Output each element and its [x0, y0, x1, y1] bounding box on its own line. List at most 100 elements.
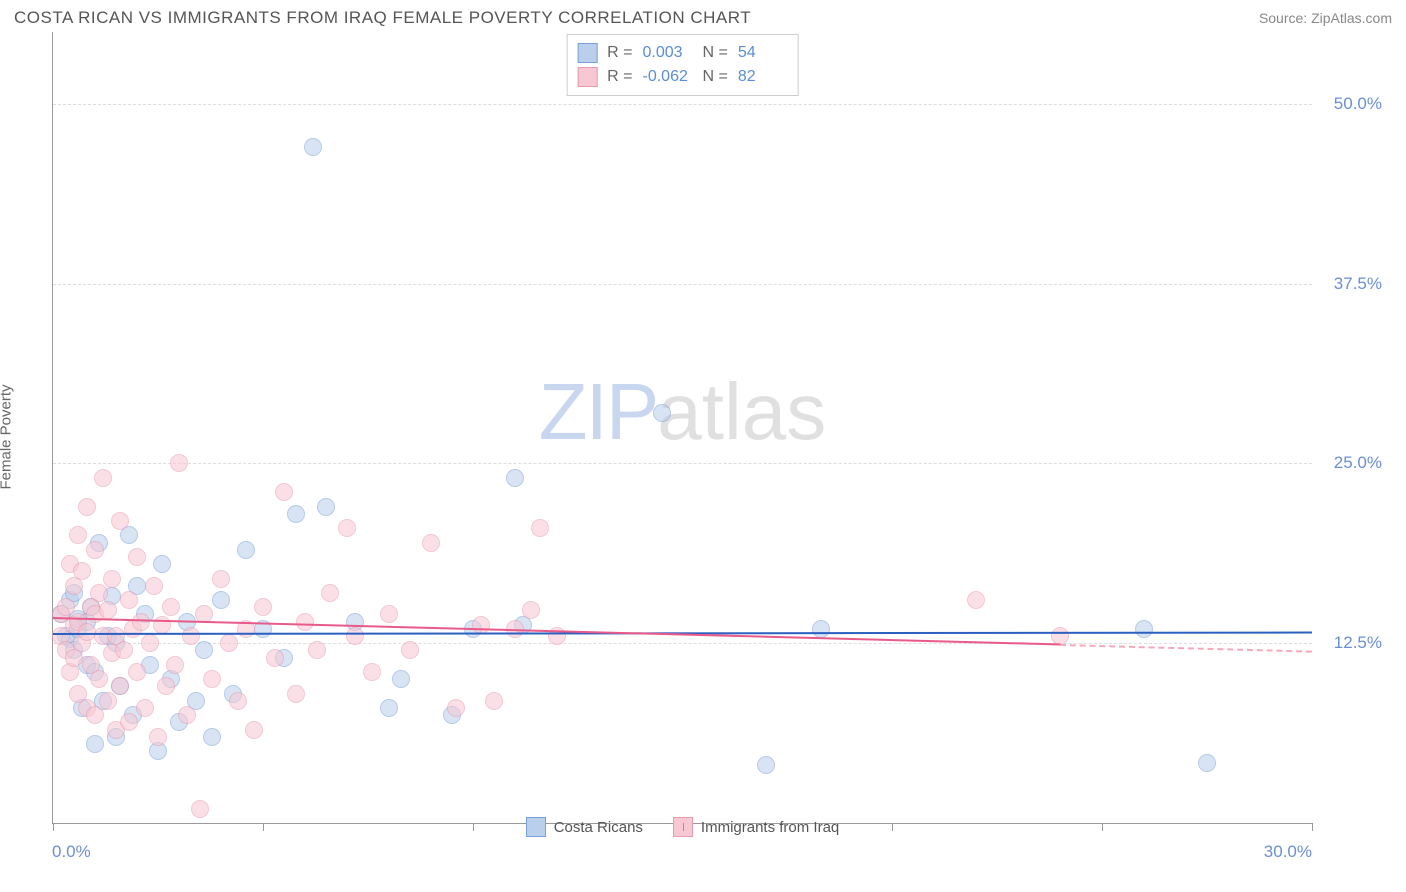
data-point-immigrants_iraq [69, 526, 87, 544]
x-tick [263, 823, 264, 831]
data-point-costa_ricans [392, 670, 410, 688]
data-point-immigrants_iraq [86, 706, 104, 724]
x-tick [473, 823, 474, 831]
source-label: Source: [1259, 10, 1311, 26]
x-tick [1102, 823, 1103, 831]
data-point-immigrants_iraq [166, 656, 184, 674]
x-tick [53, 823, 54, 831]
y-tick-label: 37.5% [1322, 274, 1382, 294]
y-tick-label: 50.0% [1322, 94, 1382, 114]
data-point-costa_ricans [212, 591, 230, 609]
data-point-costa_ricans [304, 138, 322, 156]
data-point-immigrants_iraq [120, 591, 138, 609]
n-value-costa-ricans: 54 [738, 41, 788, 65]
data-point-immigrants_iraq [178, 706, 196, 724]
data-point-immigrants_iraq [86, 541, 104, 559]
data-point-immigrants_iraq [346, 627, 364, 645]
source-value: ZipAtlas.com [1311, 10, 1392, 26]
data-point-immigrants_iraq [191, 800, 209, 818]
data-point-costa_ricans [153, 555, 171, 573]
gridline [53, 104, 1312, 105]
data-point-immigrants_iraq [522, 601, 540, 619]
data-point-immigrants_iraq [128, 663, 146, 681]
data-point-immigrants_iraq [111, 512, 129, 530]
legend-item-costa-ricans: Costa Ricans [526, 817, 643, 837]
legend-label-costa-ricans: Costa Ricans [554, 819, 643, 836]
x-tick [892, 823, 893, 831]
data-point-immigrants_iraq [229, 692, 247, 710]
data-point-costa_ricans [1135, 620, 1153, 638]
data-point-immigrants_iraq [338, 519, 356, 537]
data-point-immigrants_iraq [103, 570, 121, 588]
data-point-immigrants_iraq [120, 713, 138, 731]
chart-area: Female Poverty ZIPatlas R = 0.003 N = 54… [14, 32, 1392, 842]
data-point-immigrants_iraq [170, 454, 188, 472]
r-label: R = [607, 65, 632, 89]
data-point-immigrants_iraq [254, 598, 272, 616]
y-tick-label: 25.0% [1322, 453, 1382, 473]
chart-source: Source: ZipAtlas.com [1259, 10, 1392, 26]
data-point-immigrants_iraq [149, 728, 167, 746]
data-point-immigrants_iraq [78, 623, 96, 641]
data-point-immigrants_iraq [182, 627, 200, 645]
swatch-costa-ricans [526, 817, 546, 837]
n-label: N = [703, 65, 728, 89]
data-point-immigrants_iraq [245, 721, 263, 739]
data-point-immigrants_iraq [153, 616, 171, 634]
data-point-immigrants_iraq [136, 699, 154, 717]
data-point-immigrants_iraq [401, 641, 419, 659]
n-value-iraq: 82 [738, 65, 788, 89]
data-point-costa_ricans [317, 498, 335, 516]
data-point-immigrants_iraq [78, 498, 96, 516]
r-value-iraq: -0.062 [643, 65, 693, 89]
plot-region: ZIPatlas R = 0.003 N = 54 R = -0.062 N =… [52, 32, 1312, 824]
correlation-legend: R = 0.003 N = 54 R = -0.062 N = 82 [566, 34, 799, 96]
gridline [53, 463, 1312, 464]
gridline [53, 284, 1312, 285]
data-point-immigrants_iraq [94, 469, 112, 487]
data-point-immigrants_iraq [363, 663, 381, 681]
data-point-costa_ricans [86, 735, 104, 753]
gridline [53, 643, 1312, 644]
y-tick-label: 12.5% [1322, 633, 1382, 653]
data-point-costa_ricans [195, 641, 213, 659]
y-axis-label: Female Poverty [0, 384, 15, 489]
r-label: R = [607, 41, 632, 65]
data-point-immigrants_iraq [90, 584, 108, 602]
legend-item-iraq: Immigrants from Iraq [673, 817, 839, 837]
legend-row-costa-ricans: R = 0.003 N = 54 [577, 41, 788, 65]
data-point-immigrants_iraq [99, 601, 117, 619]
data-point-costa_ricans [1198, 754, 1216, 772]
data-point-immigrants_iraq [145, 577, 163, 595]
data-point-immigrants_iraq [73, 562, 91, 580]
data-point-immigrants_iraq [266, 649, 284, 667]
x-tick-max: 30.0% [1264, 842, 1312, 862]
chart-header: COSTA RICAN VS IMMIGRANTS FROM IRAQ FEMA… [0, 0, 1406, 32]
data-point-costa_ricans [812, 620, 830, 638]
x-tick [683, 823, 684, 831]
data-point-immigrants_iraq [447, 699, 465, 717]
data-point-immigrants_iraq [203, 670, 221, 688]
data-point-costa_ricans [203, 728, 221, 746]
data-point-immigrants_iraq [115, 641, 133, 659]
data-point-immigrants_iraq [531, 519, 549, 537]
watermark-atlas: atlas [657, 367, 826, 456]
data-point-immigrants_iraq [212, 570, 230, 588]
data-point-immigrants_iraq [472, 616, 490, 634]
x-tick-min: 0.0% [52, 842, 91, 862]
r-value-costa-ricans: 0.003 [643, 41, 693, 65]
data-point-immigrants_iraq [157, 677, 175, 695]
data-point-immigrants_iraq [111, 677, 129, 695]
legend-row-iraq: R = -0.062 N = 82 [577, 65, 788, 89]
data-point-costa_ricans [506, 469, 524, 487]
data-point-costa_ricans [380, 699, 398, 717]
data-point-immigrants_iraq [275, 483, 293, 501]
data-point-immigrants_iraq [141, 634, 159, 652]
data-point-immigrants_iraq [380, 605, 398, 623]
data-point-costa_ricans [287, 505, 305, 523]
n-label: N = [703, 41, 728, 65]
data-point-costa_ricans [237, 541, 255, 559]
watermark: ZIPatlas [539, 366, 826, 458]
data-point-immigrants_iraq [128, 548, 146, 566]
data-point-immigrants_iraq [321, 584, 339, 602]
